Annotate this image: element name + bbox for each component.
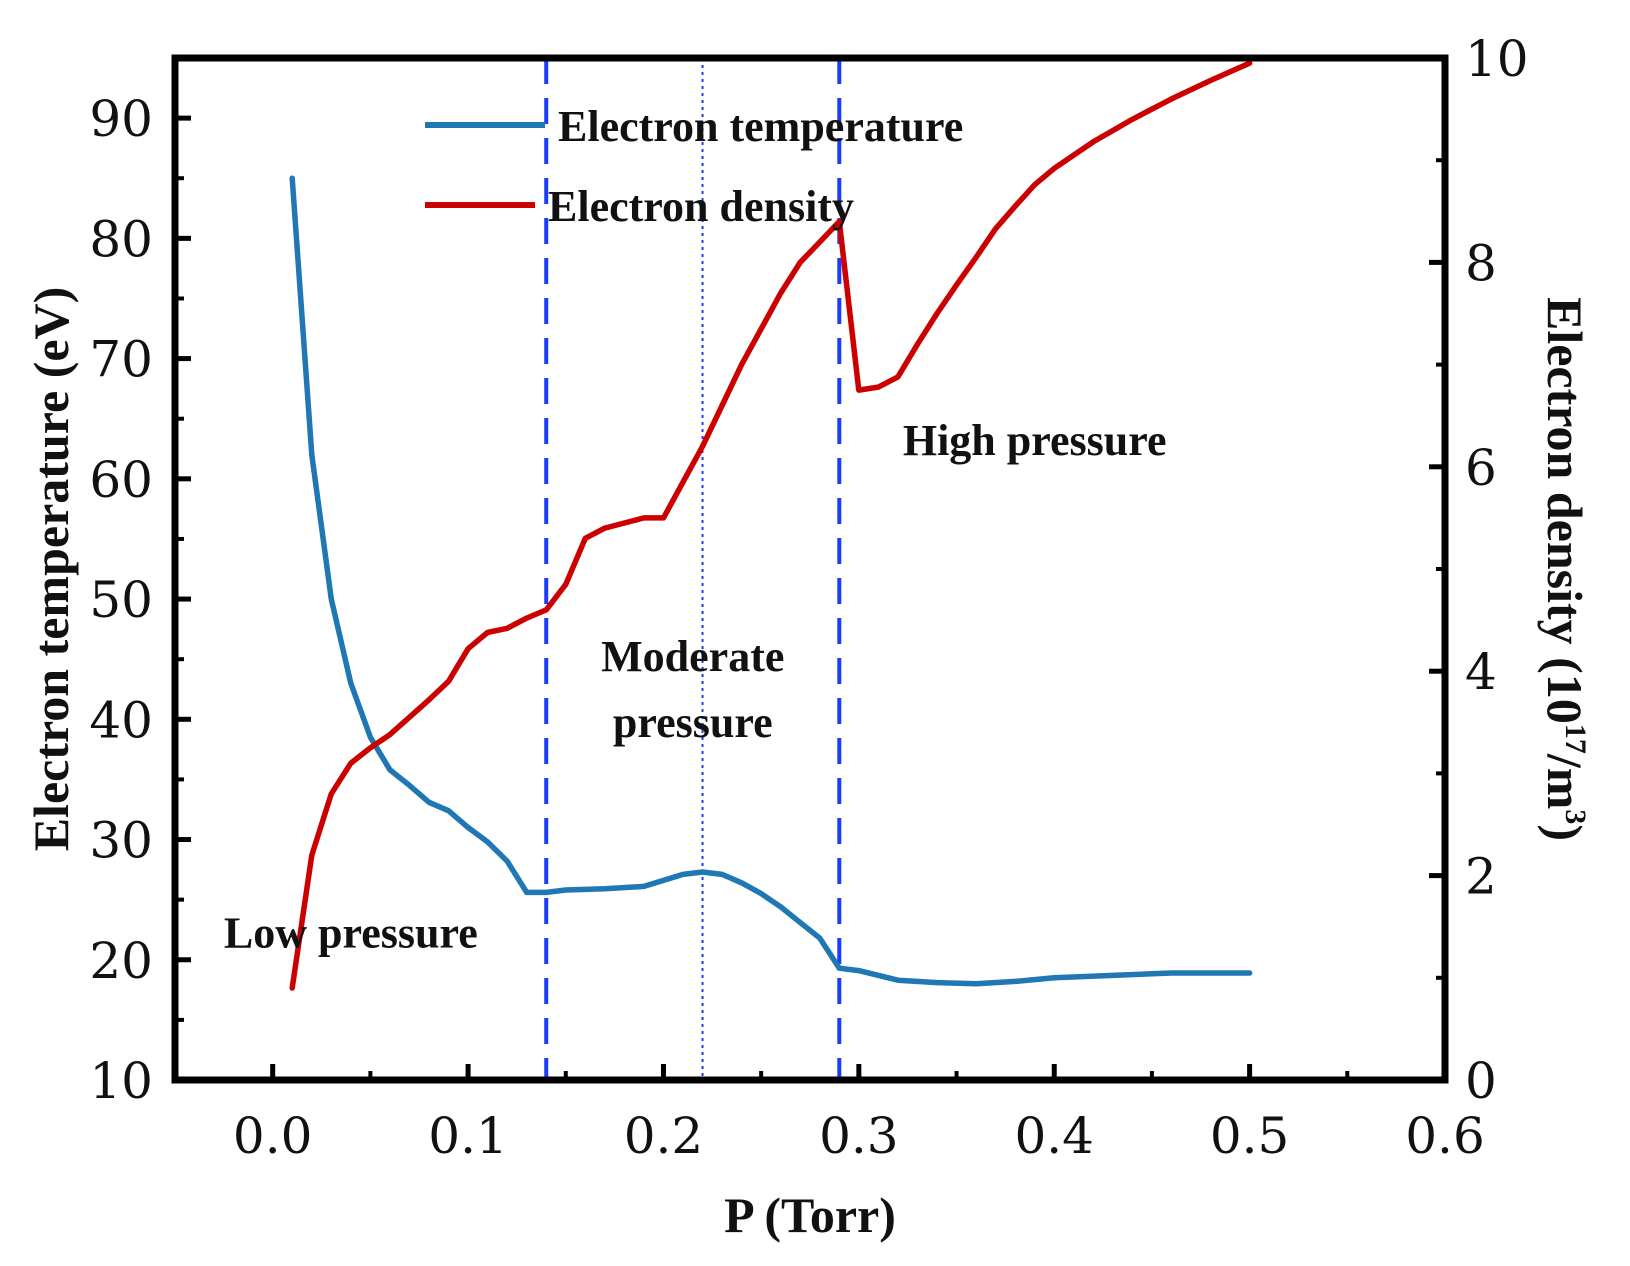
left-y-tick-label: 60 bbox=[89, 451, 153, 509]
series-line-electron-temperature bbox=[289, 175, 1253, 987]
right-y-axis-title-prefix: Electron density (10 bbox=[1537, 297, 1593, 724]
legend-label-density: Electron density bbox=[548, 182, 854, 231]
x-tick-label: 0.6 bbox=[1405, 1107, 1485, 1165]
legend: Electron temperature Electron density bbox=[425, 102, 963, 231]
left-y-tick-label: 20 bbox=[89, 932, 153, 990]
x-tick-label: 0.4 bbox=[1014, 1107, 1094, 1165]
right-y-axis-title-mid: /m bbox=[1537, 753, 1593, 810]
left-y-tick-label: 30 bbox=[89, 812, 153, 870]
right-y-tick-label: 4 bbox=[1465, 643, 1497, 701]
right-y-axis-title-exp2: 3 bbox=[1559, 809, 1592, 824]
series-layer bbox=[289, 60, 1253, 991]
x-axis-ticks: 0.0 0.1 0.2 0.3 0.4 0.5 0.6 bbox=[173, 1064, 1485, 1165]
x-tick-label: 0.3 bbox=[819, 1107, 899, 1165]
left-y-tick-label: 40 bbox=[89, 691, 153, 749]
region-label-2: High pressure bbox=[903, 416, 1167, 465]
right-y-tick-label: 2 bbox=[1465, 848, 1497, 906]
left-y-axis-title: Electron temperature (eV) bbox=[23, 287, 79, 852]
right-y-axis-ticks: 0 2 4 6 8 10 bbox=[1429, 30, 1529, 1110]
right-y-axis-title-suffix: ) bbox=[1537, 824, 1593, 841]
left-y-tick-label: 10 bbox=[89, 1052, 153, 1110]
left-y-tick-label: 50 bbox=[89, 571, 153, 629]
x-tick-label: 0.2 bbox=[624, 1107, 704, 1165]
right-y-tick-label: 8 bbox=[1465, 234, 1497, 292]
x-tick-label: 0.1 bbox=[428, 1107, 508, 1165]
x-tick-label: 0.5 bbox=[1210, 1107, 1290, 1165]
x-tick-label: 0.0 bbox=[233, 1107, 313, 1165]
right-y-tick-label: 0 bbox=[1465, 1052, 1497, 1110]
region-label-0: Low pressure bbox=[224, 909, 478, 958]
x-axis-title: P (Torr) bbox=[724, 1187, 896, 1243]
right-y-axis-title-exp1: 17 bbox=[1559, 724, 1592, 754]
series-line-electron-density bbox=[289, 60, 1253, 991]
region-labels: Low pressure Moderate pressure High pressur… bbox=[224, 416, 1167, 958]
region-label-1: pressure bbox=[613, 698, 773, 747]
right-y-tick-label: 10 bbox=[1465, 30, 1529, 88]
left-y-axis-ticks: 10 20 30 40 50 60 70 80 90 bbox=[89, 90, 191, 1110]
right-y-tick-label: 6 bbox=[1465, 439, 1497, 497]
legend-label-temperature: Electron temperature bbox=[558, 102, 963, 151]
region-label-1: Moderate bbox=[601, 632, 784, 681]
left-y-tick-label: 70 bbox=[89, 331, 153, 389]
left-y-tick-label: 80 bbox=[89, 210, 153, 268]
right-y-axis-title: Electron density (1017/m3) bbox=[1537, 297, 1593, 841]
left-y-tick-label: 90 bbox=[89, 90, 153, 148]
